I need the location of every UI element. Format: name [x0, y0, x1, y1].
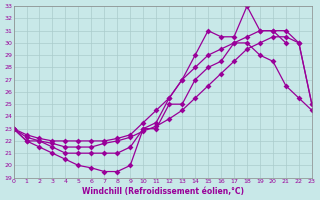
- X-axis label: Windchill (Refroidissement éolien,°C): Windchill (Refroidissement éolien,°C): [82, 187, 244, 196]
